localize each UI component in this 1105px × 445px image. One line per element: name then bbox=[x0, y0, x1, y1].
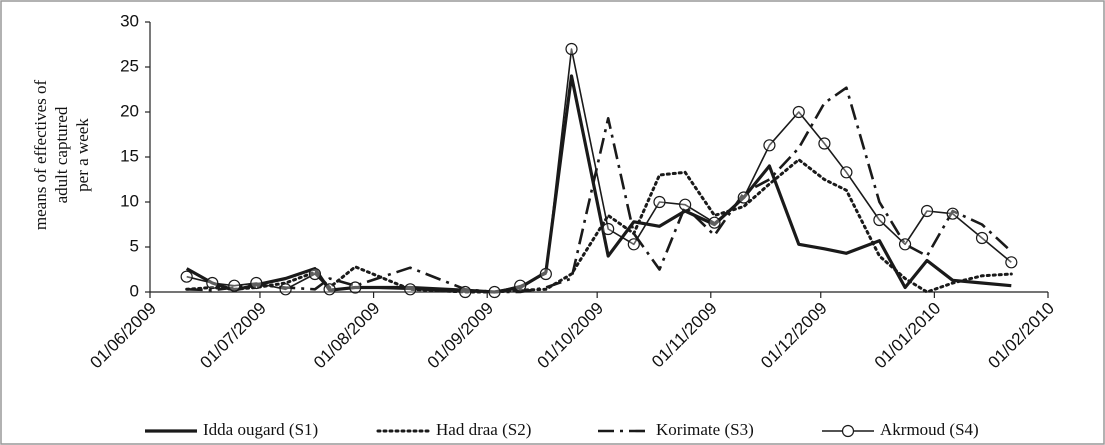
y-axis-label: means of effectives of bbox=[31, 80, 50, 231]
data-point bbox=[679, 198, 692, 211]
data-point bbox=[818, 137, 831, 150]
legend-label: Akrmoud (S4) bbox=[880, 420, 979, 439]
y-tick-label: 20 bbox=[120, 101, 139, 120]
data-point bbox=[653, 195, 666, 209]
series-line bbox=[185, 74, 1012, 294]
y-tick-label: 5 bbox=[130, 236, 139, 255]
data-point bbox=[627, 238, 640, 251]
data-point bbox=[488, 285, 501, 299]
data-point bbox=[180, 270, 193, 283]
data-point bbox=[792, 105, 805, 119]
data-point bbox=[206, 276, 219, 290]
data-point bbox=[228, 279, 241, 292]
y-tick-label: 25 bbox=[120, 56, 139, 75]
series-line bbox=[186, 86, 1013, 294]
data-point bbox=[737, 191, 750, 204]
data-point bbox=[349, 281, 362, 294]
y-axis-label: adult captured bbox=[52, 106, 71, 203]
data-point bbox=[920, 204, 934, 218]
data-point bbox=[840, 166, 853, 179]
legend-marker bbox=[841, 424, 855, 438]
legend-label: Idda ougard (S1) bbox=[203, 420, 318, 439]
data-point bbox=[1005, 256, 1018, 269]
data-point bbox=[279, 283, 292, 296]
y-tick-label: 30 bbox=[120, 11, 139, 30]
data-point bbox=[975, 231, 989, 245]
data-point bbox=[539, 267, 552, 281]
data-point bbox=[602, 222, 615, 236]
y-tick-label: 15 bbox=[120, 146, 139, 165]
data-point bbox=[898, 238, 912, 251]
legend-label: Had draa (S2) bbox=[436, 420, 531, 439]
data-point bbox=[308, 267, 322, 281]
data-point bbox=[323, 283, 336, 296]
data-point bbox=[873, 213, 886, 227]
data-point bbox=[459, 285, 472, 299]
y-tick-label: 0 bbox=[130, 281, 139, 300]
data-point bbox=[514, 279, 527, 292]
y-axis-label: per a week bbox=[73, 118, 92, 192]
data-point bbox=[946, 207, 959, 220]
y-tick-label: 10 bbox=[120, 191, 139, 210]
data-point bbox=[763, 139, 776, 152]
data-point bbox=[565, 42, 578, 56]
data-point bbox=[250, 276, 263, 290]
legend-label: Korimate (S3) bbox=[656, 420, 754, 439]
data-point bbox=[404, 283, 417, 296]
data-point bbox=[708, 216, 721, 229]
